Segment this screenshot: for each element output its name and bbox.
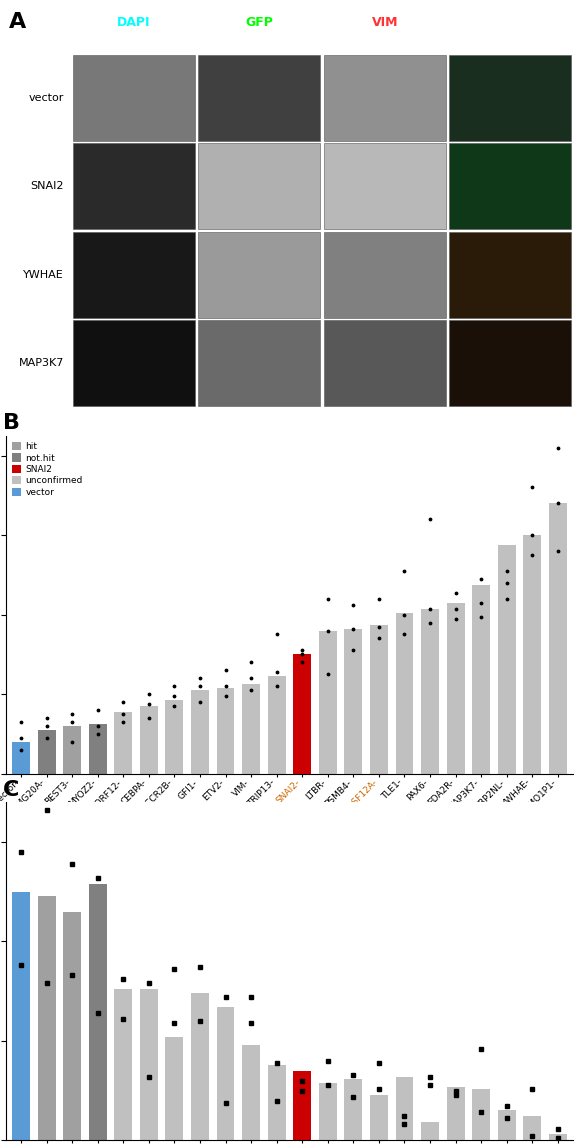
Text: SNAI2: SNAI2 <box>31 181 64 191</box>
Bar <box>549 1135 567 1140</box>
Bar <box>217 688 234 774</box>
Bar <box>370 1094 388 1140</box>
Bar <box>191 994 209 1140</box>
Bar <box>421 1122 439 1140</box>
Bar <box>37 730 56 774</box>
Bar <box>523 1116 541 1140</box>
Bar <box>319 630 337 774</box>
Legend: hit, not.hit, SNAI2, unconfirmed, vector: hit, not.hit, SNAI2, unconfirmed, vector <box>10 440 85 499</box>
Bar <box>344 1078 362 1140</box>
Bar <box>324 55 446 141</box>
Bar <box>446 1086 464 1140</box>
Bar <box>472 1089 490 1140</box>
Bar <box>115 712 132 774</box>
Bar <box>498 545 516 774</box>
Bar <box>324 320 446 406</box>
Bar <box>421 609 439 774</box>
Bar <box>140 706 158 774</box>
Text: vector: vector <box>29 93 64 103</box>
Bar <box>523 535 541 774</box>
Bar <box>498 1110 516 1140</box>
Text: B: B <box>3 414 20 433</box>
Bar <box>370 625 388 774</box>
Bar <box>191 690 209 774</box>
Bar <box>73 143 195 229</box>
Bar <box>449 55 571 141</box>
Bar <box>63 725 81 774</box>
Bar <box>293 1070 311 1140</box>
Bar <box>73 55 195 141</box>
Bar <box>198 231 320 317</box>
Bar <box>449 231 571 317</box>
Bar <box>198 320 320 406</box>
Bar <box>449 143 571 229</box>
Bar <box>324 231 446 317</box>
Bar <box>165 700 183 774</box>
Bar <box>73 231 195 317</box>
Text: MAP3K7: MAP3K7 <box>19 358 64 368</box>
Bar <box>12 892 30 1140</box>
Bar <box>198 55 320 141</box>
Text: YWHAE: YWHAE <box>24 269 64 280</box>
Bar <box>140 989 158 1140</box>
Bar <box>198 143 320 229</box>
Text: DAPI: DAPI <box>117 16 150 29</box>
Bar <box>396 1076 414 1140</box>
Text: VIM: VIM <box>372 16 398 29</box>
Bar <box>12 741 30 774</box>
Bar <box>89 884 107 1140</box>
Bar <box>165 1037 183 1140</box>
Bar <box>344 628 362 774</box>
Text: A: A <box>9 11 26 32</box>
Bar <box>73 320 195 406</box>
Text: C: C <box>3 780 19 800</box>
Bar <box>37 896 56 1140</box>
Bar <box>268 676 286 774</box>
Bar <box>472 584 490 774</box>
Bar <box>293 654 311 774</box>
Bar <box>446 603 464 774</box>
Bar <box>115 989 132 1140</box>
Bar <box>449 320 571 406</box>
Bar <box>324 143 446 229</box>
Text: merge: merge <box>488 16 533 29</box>
Bar <box>549 503 567 774</box>
Bar <box>319 1083 337 1140</box>
Bar <box>217 1007 234 1140</box>
Bar <box>396 613 414 774</box>
Bar <box>242 684 260 774</box>
Bar <box>63 912 81 1140</box>
Bar <box>89 724 107 774</box>
Bar <box>268 1065 286 1140</box>
Text: GFP: GFP <box>245 16 273 29</box>
Bar <box>242 1045 260 1140</box>
